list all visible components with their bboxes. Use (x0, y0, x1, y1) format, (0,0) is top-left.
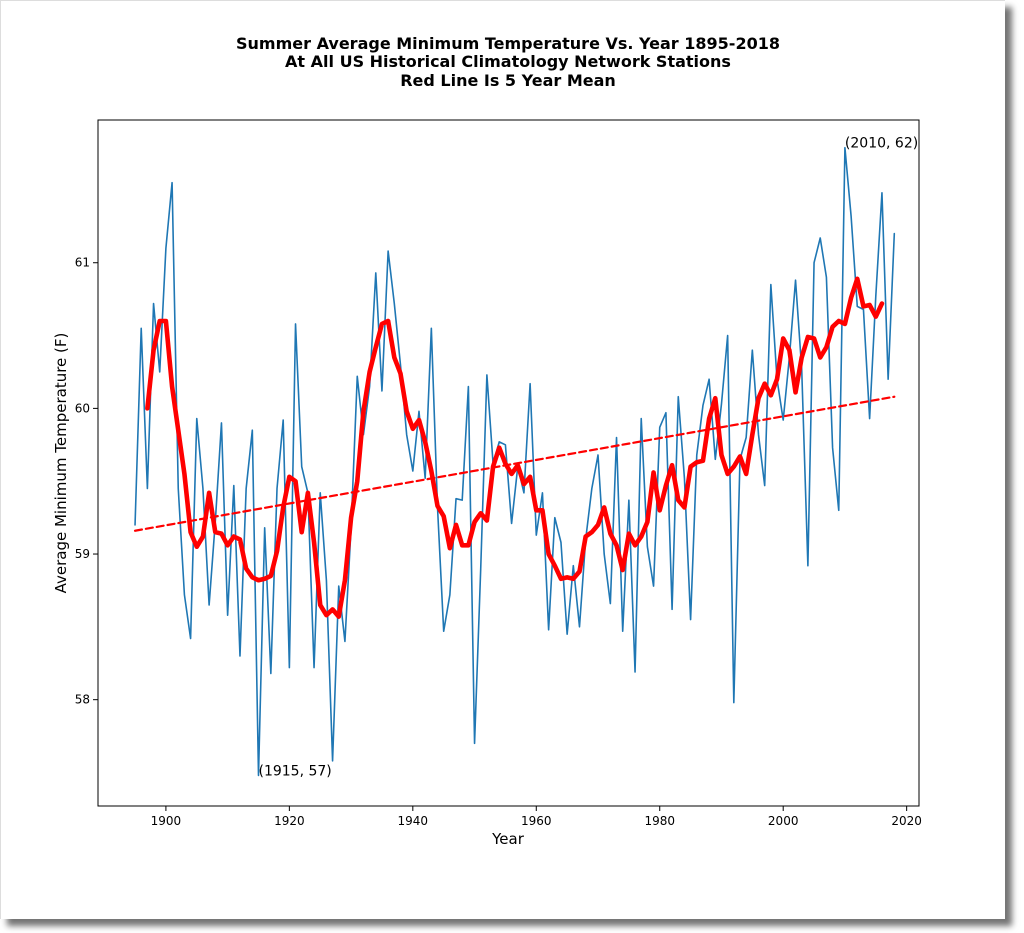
plot-border (97, 119, 920, 807)
x-tick-label: 1980 (644, 814, 675, 828)
five-year-mean-line (145, 276, 885, 619)
chart-title-line-3: Red Line Is 5 Year Mean (400, 71, 616, 90)
y-tick-label: 59 (75, 547, 90, 561)
plot-background (98, 120, 919, 806)
x-tick-label: 1900 (151, 814, 182, 828)
series-layer (133, 146, 896, 777)
chart: Summer Average Minimum Temperature Vs. Y… (52, 34, 922, 848)
y-tick-label: 58 (75, 693, 90, 707)
x-axis-label: Year (491, 830, 525, 848)
y-tick-label: 60 (75, 401, 90, 415)
chart-title-line-1: Summer Average Minimum Temperature Vs. Y… (236, 34, 780, 53)
y-axis-label: Average Minimum Temperature (F) (52, 333, 70, 594)
point-annotation: (2010, 62) (845, 136, 918, 152)
y-tick-label: 61 (75, 256, 90, 270)
annotations-layer: (2010, 62) (1915, 57) (258, 136, 918, 780)
trend-line (133, 395, 896, 532)
ticks-layer: 1900 1920 1940 1960 1980 2000 2020 58 59 60 61 (75, 256, 922, 828)
point-annotation: (1915, 57) (258, 763, 331, 779)
x-tick-label: 1920 (274, 814, 305, 828)
x-tick-label: 1940 (398, 814, 429, 828)
x-tick-label: 1960 (521, 814, 552, 828)
figure-frame: Summer Average Minimum Temperature Vs. Y… (0, 0, 1005, 919)
x-tick-label: 2020 (891, 814, 922, 828)
x-tick-label: 2000 (768, 814, 799, 828)
chart-title-line-2: At All US Historical Climatology Network… (285, 52, 731, 71)
